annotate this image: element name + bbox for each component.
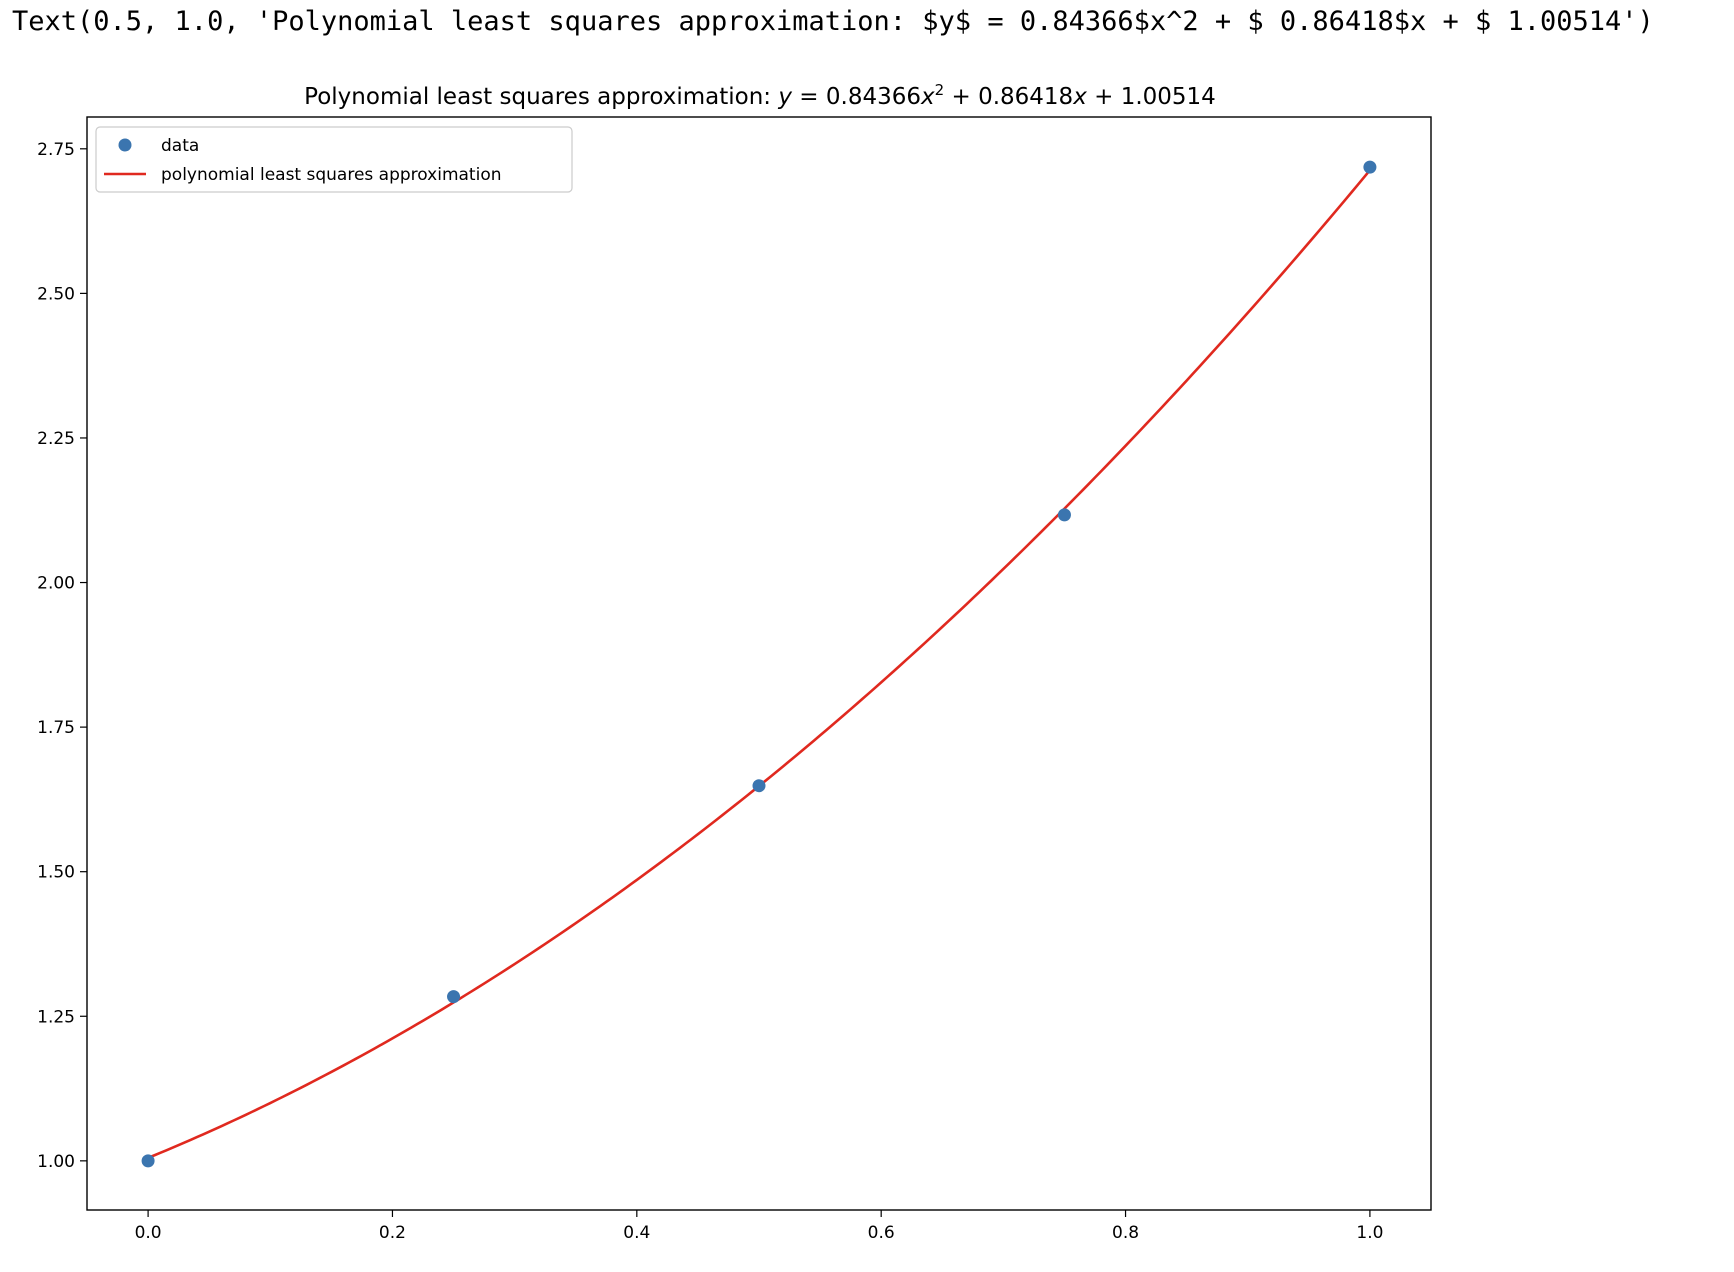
title-exponent: 2 — [935, 81, 945, 99]
y-axis-ticks: 1.00 1.25 1.50 1.75 2.00 2.25 2.50 2.75 — [37, 140, 87, 1172]
title-coef-a: = 0.84366 — [792, 84, 921, 110]
legend-label-data: data — [161, 136, 199, 156]
legend-marker-data — [118, 138, 132, 152]
y-tick-label: 2.00 — [37, 574, 75, 594]
y-tick-label: 2.75 — [37, 140, 75, 160]
y-tick-label: 2.25 — [37, 429, 75, 449]
title-coef-c: + 1.00514 — [1087, 84, 1216, 110]
data-point — [1363, 160, 1377, 174]
y-tick-label: 1.50 — [37, 863, 75, 883]
fit-curve — [147, 169, 1371, 1160]
data-point — [1057, 508, 1071, 522]
data-point — [752, 779, 766, 793]
x-axis-ticks: 0.0 0.2 0.4 0.6 0.8 1.0 — [135, 1210, 1383, 1243]
legend-box — [95, 126, 573, 193]
y-tick-label: 1.00 — [37, 1152, 75, 1172]
title-x-var: x — [920, 84, 935, 110]
plot-frame — [86, 116, 1432, 1211]
x-tick-label: 0.2 — [379, 1223, 406, 1243]
x-tick-label: 0.6 — [868, 1223, 895, 1243]
title-y-var: y — [777, 84, 792, 110]
y-tick-label: 2.50 — [37, 284, 75, 304]
x-tick-label: 0.0 — [135, 1223, 162, 1243]
legend-label-fit: polynomial least squares approximation — [161, 165, 502, 185]
title-x-var-2: x — [1072, 84, 1087, 110]
x-tick-label: 0.8 — [1112, 1223, 1139, 1243]
plot-series — [141, 160, 1377, 1168]
y-tick-label: 1.75 — [37, 718, 75, 738]
title-prefix: Polynomial least squares approximation: — [304, 84, 778, 110]
data-point — [141, 1154, 155, 1168]
y-tick-label: 1.25 — [37, 1007, 75, 1027]
x-tick-label: 1.0 — [1356, 1223, 1383, 1243]
legend: data polynomial least squares approximat… — [95, 126, 573, 193]
data-point — [447, 990, 461, 1004]
title-coef-b: + 0.86418 — [944, 84, 1073, 110]
chart-title: Polynomial least squares approximation: … — [304, 81, 1216, 110]
repr-output-text: Text(0.5, 1.0, 'Polynomial least squares… — [12, 6, 1654, 37]
x-tick-label: 0.4 — [623, 1223, 650, 1243]
